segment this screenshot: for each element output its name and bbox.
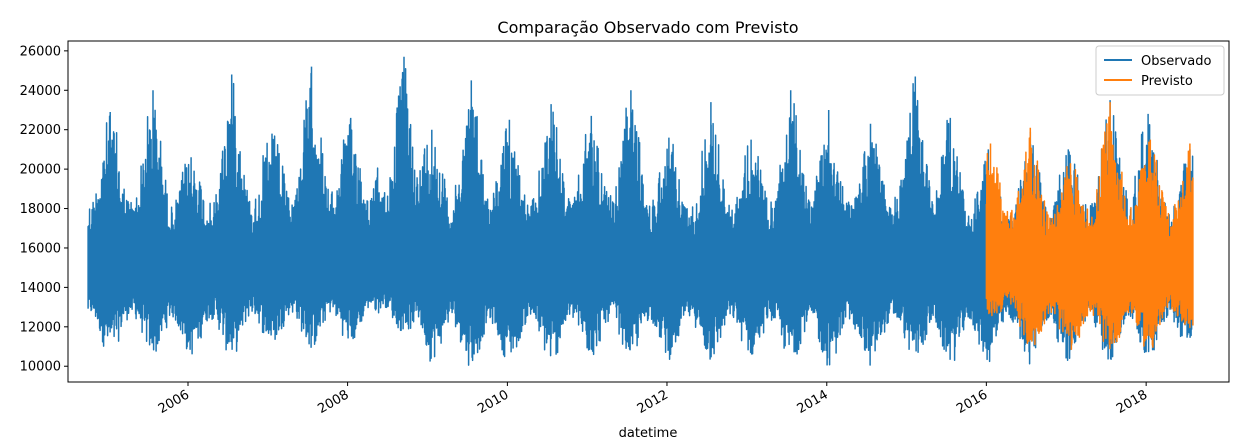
x-axis-label: datetime: [619, 426, 678, 441]
y-axis: 10000 12000 14000 16000 18000 20000 22000 24000…: [20, 44, 68, 375]
y-tick-label: 10000: [20, 360, 61, 375]
y-tick-label: 24000: [20, 84, 61, 99]
x-tick-label: 2014: [795, 387, 831, 417]
x-tick-label: 2012: [635, 387, 671, 417]
y-tick-label: 16000: [20, 241, 61, 256]
chart-title: Comparação Observado com Previsto: [497, 18, 798, 37]
x-tick-label: 2010: [475, 387, 511, 417]
x-tick-label: 2016: [954, 387, 990, 417]
x-axis: 2006 2008 2010 2012 2014 2016 2018: [156, 382, 1150, 417]
y-tick-label: 20000: [20, 163, 61, 178]
legend: Observado Previsto: [1095, 45, 1225, 96]
legend-label-previsto: Previsto: [1141, 74, 1193, 89]
y-tick-label: 26000: [20, 44, 61, 59]
legend-box: [1095, 45, 1225, 96]
x-tick-label: 2008: [315, 387, 351, 417]
y-tick-label: 14000: [20, 281, 61, 296]
y-tick-label: 18000: [20, 202, 61, 217]
legend-label-observado: Observado: [1141, 54, 1212, 69]
axes-frame: [67, 40, 1230, 383]
y-tick-label: 12000: [20, 320, 61, 335]
x-tick-label: 2006: [156, 387, 192, 417]
y-tick-label: 22000: [20, 123, 61, 138]
series-layer: [87, 56, 1194, 366]
series-line-previsto: [985, 102, 1194, 350]
x-tick-label: 2018: [1114, 387, 1150, 417]
